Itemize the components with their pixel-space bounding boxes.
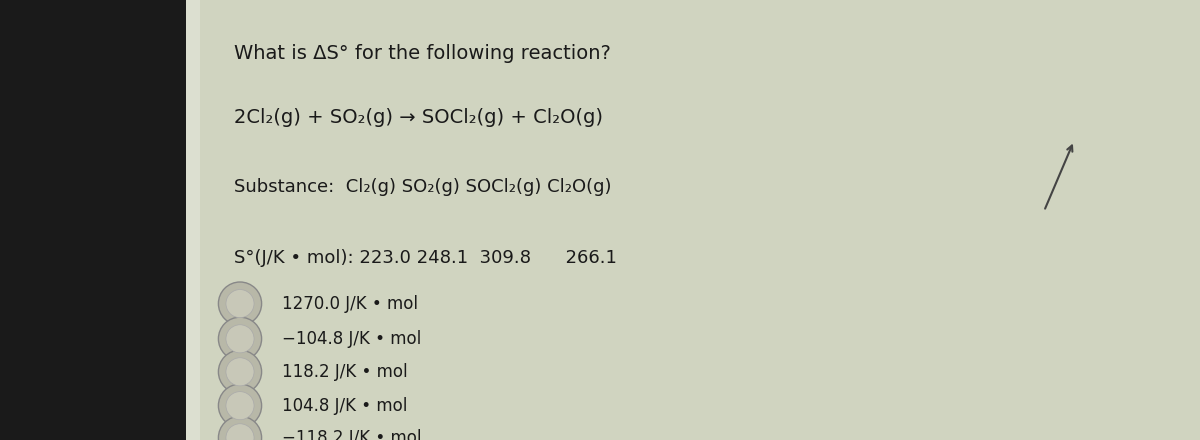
Ellipse shape: [226, 290, 254, 318]
Ellipse shape: [226, 392, 254, 420]
Ellipse shape: [218, 282, 262, 325]
Ellipse shape: [226, 325, 254, 353]
Text: 118.2 J/K • mol: 118.2 J/K • mol: [282, 363, 408, 381]
Text: S°(J/K • mol): 223.0 248.1  309.8      266.1: S°(J/K • mol): 223.0 248.1 309.8 266.1: [234, 249, 617, 267]
Text: 2Cl₂(g) + SO₂(g) → SOCl₂(g) + Cl₂O(g): 2Cl₂(g) + SO₂(g) → SOCl₂(g) + Cl₂O(g): [234, 108, 604, 127]
Ellipse shape: [218, 317, 262, 360]
Ellipse shape: [226, 424, 254, 440]
Ellipse shape: [226, 358, 254, 386]
Bar: [186, 0, 200, 440]
Text: −118.2 J/K • mol: −118.2 J/K • mol: [282, 429, 421, 440]
Ellipse shape: [218, 416, 262, 440]
Text: −104.8 J/K • mol: −104.8 J/K • mol: [282, 330, 421, 348]
Text: 104.8 J/K • mol: 104.8 J/K • mol: [282, 397, 407, 414]
Text: What is ΔS° for the following reaction?: What is ΔS° for the following reaction?: [234, 44, 611, 63]
Text: Substance:  Cl₂(g) SO₂(g) SOCl₂(g) Cl₂O(g): Substance: Cl₂(g) SO₂(g) SOCl₂(g) Cl₂O(g…: [234, 178, 612, 196]
Ellipse shape: [218, 350, 262, 393]
Bar: [0, 0, 186, 440]
Text: 1270.0 J/K • mol: 1270.0 J/K • mol: [282, 295, 418, 312]
Ellipse shape: [218, 384, 262, 427]
